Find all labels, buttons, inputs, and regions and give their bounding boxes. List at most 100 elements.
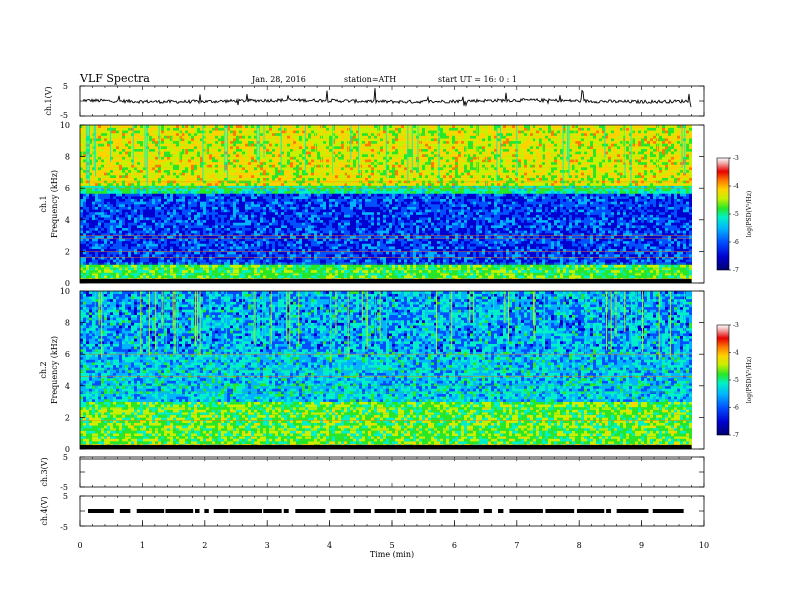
spectrogram-cell [395, 256, 398, 260]
spectrogram-cell [317, 240, 320, 244]
spectrogram-cell [137, 230, 140, 234]
spectrogram-cell [389, 251, 392, 255]
spectrogram-cell [131, 230, 134, 234]
spectrogram-cell [95, 272, 98, 276]
spectrogram-cell [476, 222, 479, 226]
spectrogram-cell [206, 264, 209, 268]
spectrogram-cell [185, 272, 188, 276]
spectrogram-cell [404, 219, 407, 223]
spectrogram-cell [236, 275, 239, 279]
spectrogram-cell [575, 254, 578, 257]
spectrogram-cell [227, 240, 230, 244]
spectrogram-cell [395, 238, 398, 242]
spectrogram-cell [668, 227, 671, 231]
spectrogram-cell [290, 219, 293, 223]
spectrogram-cell [158, 219, 161, 223]
spectrogram-cell [188, 259, 191, 263]
spectrogram-cell [236, 243, 239, 247]
spectrogram-cell [233, 259, 236, 263]
spectrogram-cell [146, 264, 149, 268]
spectrogram-cell [674, 261, 677, 265]
spectrogram-cell [128, 219, 131, 223]
spectrogram-cell [689, 222, 692, 226]
spectrogram-cell [110, 227, 113, 231]
spectrogram-cell [404, 256, 407, 260]
spectrogram-cell [110, 248, 113, 252]
spectrogram-cell [476, 259, 479, 263]
spectrogram-cell [287, 230, 290, 234]
spectrogram-cell [644, 240, 647, 244]
spectrogram-cell [455, 243, 458, 247]
spectrogram-cell [629, 238, 632, 242]
spectrogram-cell [683, 227, 686, 231]
spectrogram-cell [482, 240, 485, 244]
station-label: station=ATH [344, 75, 396, 84]
spectrogram-cell [134, 232, 137, 236]
spectrogram-cell [128, 261, 131, 265]
spectrogram-cell [536, 235, 539, 239]
spectrogram-cell [110, 269, 113, 273]
spectrogram-cell [479, 259, 482, 263]
spectrogram-cell [248, 222, 251, 226]
spectrogram-cell [230, 256, 233, 260]
spectrogram-cell [266, 248, 269, 252]
spectrogram-cell [152, 238, 155, 242]
spectrogram-cell [134, 243, 137, 247]
spectrogram-cell [440, 254, 443, 257]
spectrogram-cell [194, 243, 197, 247]
spectrogram-cell [626, 269, 629, 273]
spectrogram-cell [419, 240, 422, 244]
spectrogram-cell [209, 272, 212, 276]
spectrogram-cell [161, 259, 164, 263]
spectrogram-cell [269, 264, 272, 268]
spectrogram-cell [473, 222, 476, 226]
spectrogram-cell [443, 230, 446, 234]
spectrogram-cell [188, 230, 191, 234]
spectrogram-cell [146, 254, 149, 257]
spectrogram-cell [89, 251, 92, 255]
spectrogram-cell [599, 248, 602, 252]
spectrogram-cell [305, 246, 308, 250]
spectrogram-cell [296, 269, 299, 273]
spectrogram-cell [614, 222, 617, 226]
spectrogram-cell [554, 254, 557, 257]
spectrogram-cell [602, 269, 605, 273]
spectrogram-cell [308, 259, 311, 263]
spectrogram-cell [380, 246, 383, 250]
spectrogram-cell [626, 235, 629, 239]
spectrogram-cell [545, 248, 548, 252]
spectrogram-cell [440, 232, 443, 236]
spectrogram-cell [419, 269, 422, 273]
spectrogram-cell [641, 251, 644, 255]
spectrogram-cell [134, 275, 137, 279]
spectrogram-cell [458, 264, 461, 268]
spectrogram-cell [560, 259, 563, 263]
spectrogram-cell [113, 269, 116, 273]
spectrogram-cell [95, 269, 98, 273]
spectrogram-cell [134, 261, 137, 265]
spectrogram-cell [134, 246, 137, 250]
spectrogram-cell [188, 243, 191, 247]
spectrogram-cell [368, 275, 371, 279]
spectrogram-cell [650, 259, 653, 263]
spectrogram-cell [560, 222, 563, 226]
spectrogram-cell [653, 261, 656, 265]
spectrogram-cell [524, 240, 527, 244]
spectrogram-cell [365, 256, 368, 260]
spectrogram-cell [497, 235, 500, 239]
spectrogram-cell [392, 222, 395, 226]
spectrogram-cell [299, 254, 302, 257]
spectrogram-cell [683, 243, 686, 247]
spectrogram-cell [449, 275, 452, 279]
spectrogram-cell [437, 251, 440, 255]
spectrogram-cell [137, 227, 140, 231]
spectrogram-cell [281, 225, 284, 228]
spectrogram-cell [287, 254, 290, 257]
spectrogram-cell [485, 261, 488, 265]
spectrogram-cell [326, 256, 329, 260]
spectrogram-cell [668, 254, 671, 257]
spectrogram-cell [455, 261, 458, 265]
spectrogram-cell [614, 230, 617, 234]
spectrogram-cell [527, 235, 530, 239]
spectrogram-cell [95, 246, 98, 250]
